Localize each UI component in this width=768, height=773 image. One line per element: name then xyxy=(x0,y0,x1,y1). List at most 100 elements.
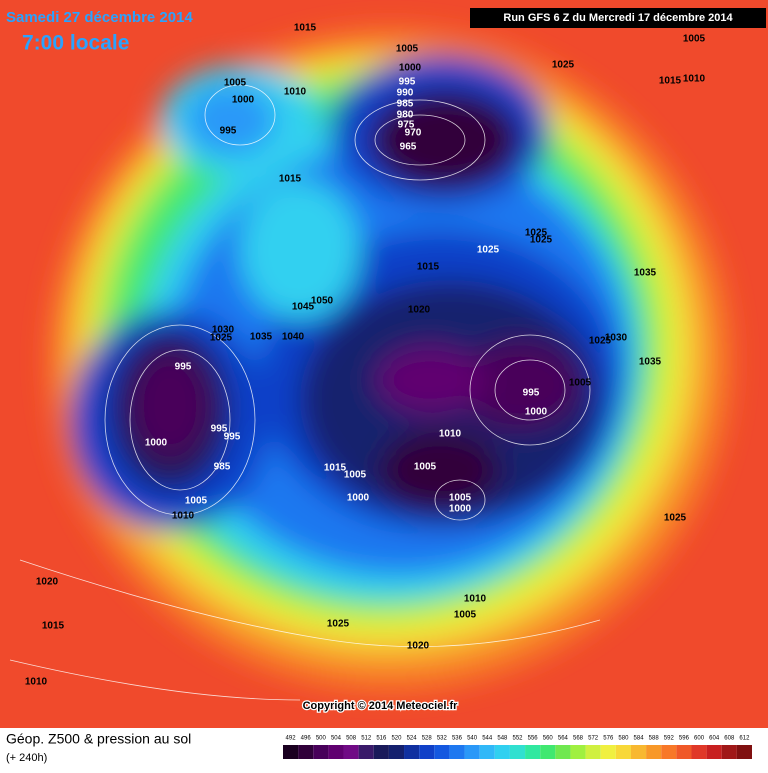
scale-swatch xyxy=(525,745,541,759)
scale-label: 500 xyxy=(316,736,327,742)
isobar-label: 1050 xyxy=(311,296,334,307)
isobar-label: 1015 xyxy=(294,23,317,34)
scale-label: 604 xyxy=(709,736,720,742)
isobar-label: 1010 xyxy=(172,511,195,522)
scale-swatch xyxy=(464,745,480,759)
scale-label: 536 xyxy=(452,736,463,742)
scale-swatch xyxy=(600,745,616,759)
isobar-label: 1005 xyxy=(569,378,592,389)
isobar-label: 995 xyxy=(399,77,416,88)
scale-label: 588 xyxy=(649,736,660,742)
scale-swatch xyxy=(298,745,314,759)
isobar-label: 1005 xyxy=(185,496,208,507)
isobar-label: 1010 xyxy=(284,87,307,98)
scale-swatch xyxy=(570,745,586,759)
legend-subtitle: (+ 240h) xyxy=(6,752,47,764)
isobar-label: 1030 xyxy=(605,333,628,344)
scale-label: 608 xyxy=(724,736,735,742)
scale-label: 560 xyxy=(543,736,554,742)
isobar-label: 1005 xyxy=(414,462,437,473)
scale-label: 496 xyxy=(301,736,312,742)
scale-swatch xyxy=(540,745,556,759)
isobar-label: 995 xyxy=(220,126,237,137)
scale-swatch xyxy=(691,745,707,759)
isobar-label: 1000 xyxy=(232,95,255,106)
scale-label: 568 xyxy=(573,736,584,742)
isobar-label: 990 xyxy=(397,88,414,99)
scale-swatch xyxy=(706,745,722,759)
isobar-label: 1010 xyxy=(439,429,462,440)
scale-swatch xyxy=(676,745,692,759)
isobar-label: 995 xyxy=(224,432,241,443)
isobar-label: 1020 xyxy=(407,641,430,652)
isobar-label: 1010 xyxy=(25,677,48,688)
isobar-label: 1005 xyxy=(454,610,477,621)
isobar-label: 1020 xyxy=(408,305,431,316)
isobar-label: 1005 xyxy=(683,34,706,45)
isobar-label: 995 xyxy=(175,362,192,373)
scale-label: 556 xyxy=(528,736,539,742)
isobar-label: 1030 xyxy=(212,325,235,336)
scale-label: 584 xyxy=(634,736,645,742)
scale-label: 548 xyxy=(497,736,508,742)
isobar-label: 980 xyxy=(397,110,414,121)
scale-label: 540 xyxy=(467,736,478,742)
scale-label: 552 xyxy=(512,736,523,742)
scale-label: 580 xyxy=(618,736,629,742)
isobar-label: 1000 xyxy=(449,504,472,515)
scale-label: 572 xyxy=(588,736,599,742)
isobar-label: 1000 xyxy=(525,407,548,418)
isobar-label: 1045 xyxy=(292,302,315,313)
isobar-label: 1040 xyxy=(282,332,305,343)
scale-swatch xyxy=(555,745,571,759)
isobar-label: 1025 xyxy=(552,60,575,71)
isobar-label: 1010 xyxy=(683,74,706,85)
isobar-label: 1015 xyxy=(659,76,682,87)
scale-swatch xyxy=(313,745,329,759)
scale-swatch xyxy=(615,745,631,759)
scale-label: 600 xyxy=(694,736,705,742)
scale-label: 576 xyxy=(603,736,614,742)
scale-swatch xyxy=(509,745,526,759)
scale-swatch xyxy=(646,745,662,759)
color-scale: 492 496 500 504 508 512 516 520 524 528 532 536 540 5… xyxy=(283,736,752,759)
isobar-label: 1000 xyxy=(347,493,370,504)
scale-swatch xyxy=(585,745,601,759)
isobar-label: 985 xyxy=(214,462,231,473)
scale-swatch xyxy=(661,745,677,759)
scale-swatch xyxy=(343,745,359,759)
scale-label: 592 xyxy=(664,736,675,742)
isobar-label: 1035 xyxy=(639,357,662,368)
isobar-label: 1035 xyxy=(250,332,273,343)
isobar-label: 995 xyxy=(211,424,228,435)
scale-swatch xyxy=(328,745,344,759)
isobar-label: 1000 xyxy=(399,63,422,74)
scale-swatch xyxy=(721,745,737,759)
isobar-label: 965 xyxy=(400,142,417,153)
scale-swatch xyxy=(388,745,405,759)
scale-label: 520 xyxy=(391,736,402,742)
scale-label: 504 xyxy=(331,736,342,742)
scale-swatch xyxy=(419,745,435,759)
isobar-label: 970 xyxy=(405,128,422,139)
isobar-label: 1025 xyxy=(327,619,350,630)
isobar-label: 1005 xyxy=(449,493,472,504)
scale-swatch xyxy=(479,745,495,759)
isobar-label: 1025 xyxy=(525,228,548,239)
isobar-labels: 1015100510009959909859809759709651025100… xyxy=(25,23,706,688)
scale-label: 516 xyxy=(376,736,387,742)
isobars xyxy=(9,84,601,701)
isobar-label: 1025 xyxy=(589,336,612,347)
scale-label: 564 xyxy=(558,736,569,742)
scale-label: 528 xyxy=(422,736,433,742)
time: 7:00 locale xyxy=(22,32,129,55)
isobar-label: 1025 xyxy=(530,235,553,246)
isobar-label: 1020 xyxy=(36,577,59,588)
scale-swatch xyxy=(404,745,420,759)
scale-swatch xyxy=(449,745,465,759)
isobar-label: 1035 xyxy=(634,268,657,279)
copyright: Copyright © 2014 Meteociel.fr xyxy=(303,700,459,712)
scale-swatch xyxy=(736,745,752,759)
legend-title: Géop. Z500 & pression au sol xyxy=(6,731,191,747)
